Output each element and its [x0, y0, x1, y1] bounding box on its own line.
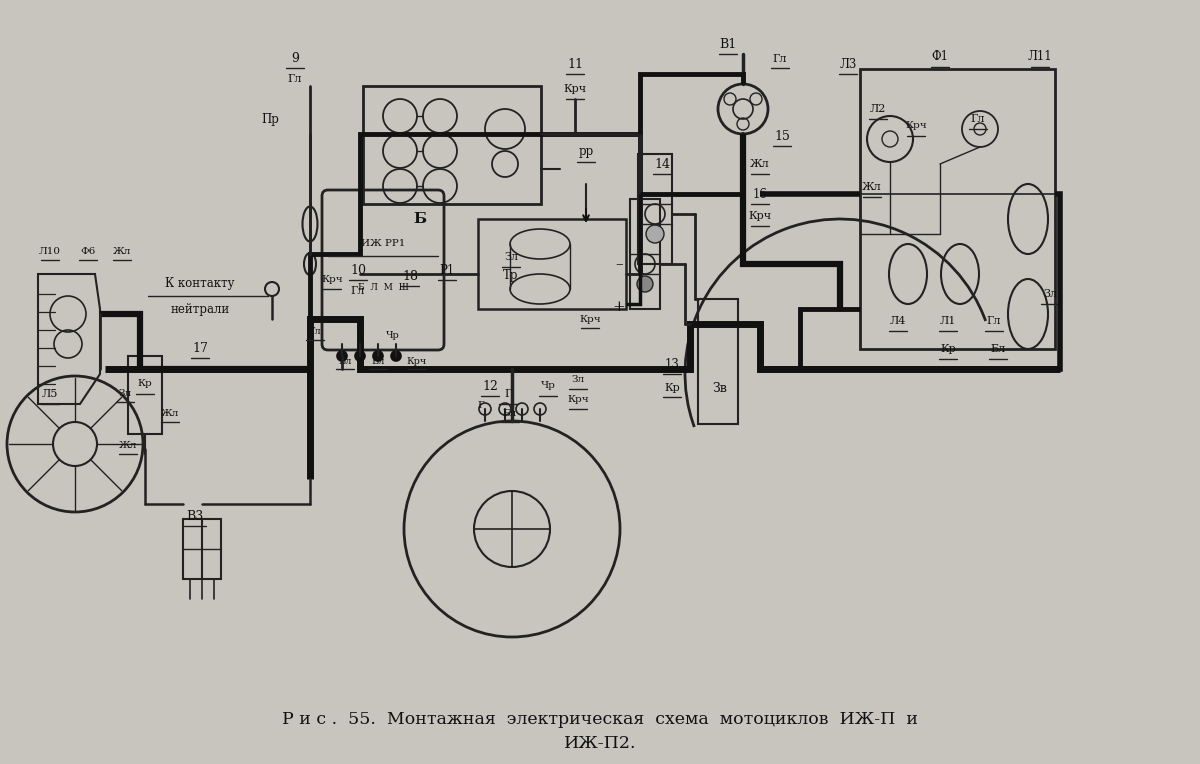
Text: Жл: Жл [119, 442, 137, 451]
Text: Зл: Зл [571, 374, 584, 384]
Text: Гл: Гл [773, 54, 787, 64]
Text: В1: В1 [719, 37, 737, 50]
Text: Бл: Бл [371, 357, 385, 365]
Text: Гл: Гл [350, 286, 365, 296]
Text: Бл: Бл [990, 344, 1006, 354]
Circle shape [373, 351, 383, 361]
Circle shape [337, 351, 347, 361]
Text: Л3: Л3 [839, 57, 857, 70]
Text: Л1: Л1 [940, 316, 956, 326]
Text: Гл: Гл [971, 114, 985, 124]
Text: Л2: Л2 [870, 104, 886, 114]
Bar [478, 219, 626, 309]
Text: 11: 11 [568, 57, 583, 70]
Bar [698, 299, 738, 424]
Text: +: + [613, 300, 625, 314]
Text: Крч: Крч [407, 357, 427, 365]
Text: Тр: Тр [503, 270, 518, 283]
Text: ИЖ-П2.: ИЖ-П2. [564, 736, 636, 753]
Text: Л10: Л10 [38, 247, 61, 255]
Bar [364, 86, 541, 204]
Text: Зв: Зв [713, 383, 727, 396]
Circle shape [355, 351, 365, 361]
Text: Бл: Бл [503, 410, 517, 419]
Text: Жл: Жл [113, 247, 131, 255]
Text: 18: 18 [402, 270, 418, 283]
Text: Кр: Кр [664, 383, 680, 393]
Bar [128, 356, 162, 434]
Text: 13: 13 [665, 358, 679, 371]
Text: 15: 15 [774, 130, 790, 143]
Text: Жл: Жл [862, 182, 882, 192]
Text: Гл: Гл [986, 316, 1001, 326]
Text: Зл: Зл [504, 252, 518, 262]
Text: Р1: Р1 [439, 264, 455, 277]
Text: –: – [616, 257, 623, 271]
Circle shape [637, 276, 653, 292]
Text: Жл: Жл [161, 410, 179, 419]
Text: Бл: Бл [338, 357, 352, 365]
Text: 17: 17 [192, 342, 208, 355]
Text: Зл: Зл [1043, 289, 1057, 299]
Text: Б: Б [414, 212, 426, 226]
Text: К контакту: К контакту [166, 277, 235, 290]
Text: Г: Г [504, 389, 511, 399]
Text: Р и с .  55.  Монтажная  электрическая  схема  мотоциклов  ИЖ-П  и: Р и с . 55. Монтажная электрическая схем… [282, 711, 918, 727]
Text: Пр: Пр [262, 112, 278, 125]
Text: Гл: Гл [288, 74, 302, 84]
Text: 9: 9 [292, 53, 299, 66]
Text: Кр: Кр [138, 380, 152, 389]
Text: Чр: Чр [540, 381, 556, 390]
Bar [630, 199, 660, 309]
Circle shape [646, 225, 664, 243]
Text: Крч: Крч [568, 394, 589, 403]
Text: Л11: Л11 [1027, 50, 1052, 63]
Text: Л5: Л5 [42, 389, 58, 399]
Text: Кр: Кр [940, 344, 956, 354]
Text: 10: 10 [350, 264, 366, 277]
Text: Крч: Крч [322, 276, 343, 284]
Text: Л4: Л4 [890, 316, 906, 326]
Text: нейтрали: нейтрали [170, 303, 229, 316]
Text: Чр: Чр [386, 332, 400, 341]
Bar [638, 154, 672, 264]
Text: Крч: Крч [564, 84, 587, 94]
Text: В3: В3 [186, 510, 204, 523]
Text: ИЖ РР1: ИЖ РР1 [361, 239, 406, 248]
Bar [182, 519, 221, 579]
Text: рр: рр [578, 145, 594, 158]
Text: Ф6: Ф6 [80, 247, 96, 255]
Text: Крч: Крч [749, 211, 772, 221]
Text: Жл: Жл [750, 159, 770, 169]
Text: Зл: Зл [119, 390, 132, 399]
Text: Б  Л  М  Ш: Б Л М Ш [358, 283, 408, 292]
Text: 14: 14 [654, 157, 670, 170]
Circle shape [391, 351, 401, 361]
Text: Гл: Гл [308, 328, 322, 336]
Text: 16: 16 [752, 187, 768, 200]
Bar [860, 69, 1055, 349]
Text: Крч: Крч [905, 121, 926, 131]
Text: 12: 12 [482, 380, 498, 393]
Text: Г: Г [478, 402, 485, 410]
Text: Крч: Крч [580, 315, 601, 323]
Text: Ф1: Ф1 [931, 50, 948, 63]
